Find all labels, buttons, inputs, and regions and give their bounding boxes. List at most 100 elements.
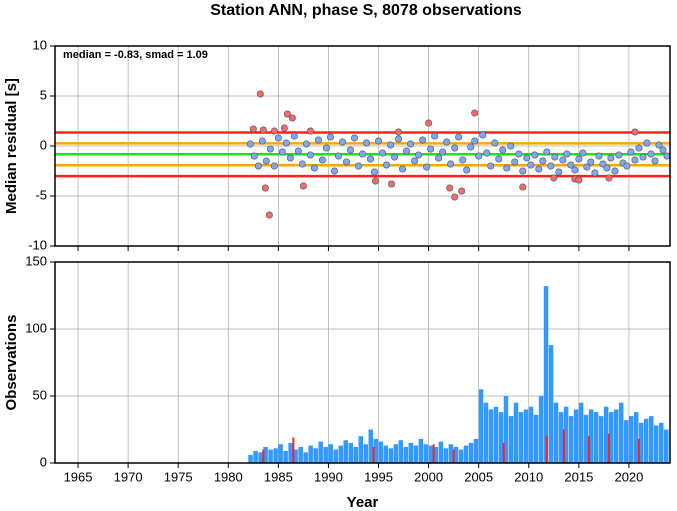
point: [261, 184, 269, 192]
bar: [658, 422, 664, 463]
point: [483, 149, 491, 157]
point: [395, 128, 403, 136]
point: [265, 211, 273, 219]
bar: [643, 418, 649, 463]
point: [503, 164, 511, 172]
bar: [538, 396, 544, 463]
bar: [308, 445, 313, 463]
point: [531, 151, 539, 159]
point: [519, 183, 527, 191]
bar: [348, 442, 353, 463]
bar: [498, 412, 504, 463]
point: [407, 140, 415, 148]
annotation: median = -0.83, smad = 1.09: [63, 49, 208, 61]
point: [571, 166, 579, 174]
bar: [403, 446, 409, 463]
point: [459, 156, 467, 164]
bar: [587, 436, 590, 463]
point: [270, 127, 278, 135]
point: [487, 162, 495, 170]
point: [550, 174, 558, 182]
bar: [438, 441, 444, 463]
x-tick-label: 2000: [414, 469, 443, 484]
y-tick-label: 10: [33, 37, 47, 52]
point: [535, 165, 543, 173]
bar: [598, 416, 604, 463]
point: [270, 162, 278, 170]
bar: [618, 402, 624, 463]
x-tick-label: 1980: [214, 469, 243, 484]
bar: [328, 444, 333, 463]
point: [346, 146, 354, 154]
point: [467, 143, 475, 151]
point: [555, 168, 563, 176]
point: [306, 151, 314, 159]
bar: [262, 449, 265, 463]
bar: [613, 409, 619, 463]
point: [342, 158, 350, 166]
point: [375, 137, 383, 145]
point: [523, 154, 531, 162]
bar: [533, 414, 539, 463]
point: [246, 140, 254, 148]
bar: [563, 406, 569, 463]
bar: [483, 402, 489, 463]
point: [471, 137, 479, 145]
bar: [393, 444, 399, 463]
point: [290, 132, 298, 140]
y-tick-label: 0: [40, 137, 47, 152]
y-axis-label: Median residual [s]: [3, 78, 20, 214]
y-tick-label: 5: [40, 87, 47, 102]
bar: [298, 446, 303, 463]
y-tick-label: 100: [25, 320, 47, 335]
bar: [593, 412, 599, 463]
point: [306, 127, 314, 135]
point: [605, 174, 613, 182]
point: [623, 162, 631, 170]
bar: [588, 409, 594, 463]
point: [363, 139, 371, 147]
x-tick-label: 2020: [614, 469, 643, 484]
point: [322, 144, 330, 152]
bar: [648, 416, 654, 463]
x-tick-label: 1990: [314, 469, 343, 484]
bar: [333, 449, 338, 463]
bar: [423, 444, 429, 463]
point: [575, 176, 583, 184]
point: [278, 148, 286, 156]
bar: [428, 445, 434, 463]
bar: [502, 442, 505, 463]
point: [446, 184, 454, 192]
bar: [358, 436, 364, 463]
point: [262, 157, 270, 165]
bar: [383, 445, 389, 463]
bar: [545, 436, 548, 463]
point: [330, 167, 338, 175]
point: [249, 125, 257, 133]
bar: [518, 412, 524, 463]
point: [499, 146, 507, 154]
point: [507, 142, 515, 150]
point: [543, 148, 551, 156]
bar: [443, 448, 449, 463]
point: [471, 109, 479, 117]
bar: [583, 414, 589, 463]
x-tick-label: 1975: [164, 469, 193, 484]
point: [403, 147, 411, 155]
point: [286, 154, 294, 162]
bar: [292, 437, 295, 463]
y-tick-label: 150: [25, 253, 47, 268]
point: [314, 136, 322, 144]
x-tick-label: 2010: [514, 469, 543, 484]
point: [358, 150, 366, 158]
bar: [303, 452, 308, 463]
bar: [653, 425, 659, 463]
bar: [513, 402, 519, 463]
point: [367, 155, 375, 163]
point: [475, 152, 483, 160]
x-tick-label: 1985: [264, 469, 293, 484]
bar: [273, 448, 278, 463]
plot-frame: [54, 45, 671, 247]
point: [663, 152, 671, 160]
bar: [453, 446, 459, 463]
